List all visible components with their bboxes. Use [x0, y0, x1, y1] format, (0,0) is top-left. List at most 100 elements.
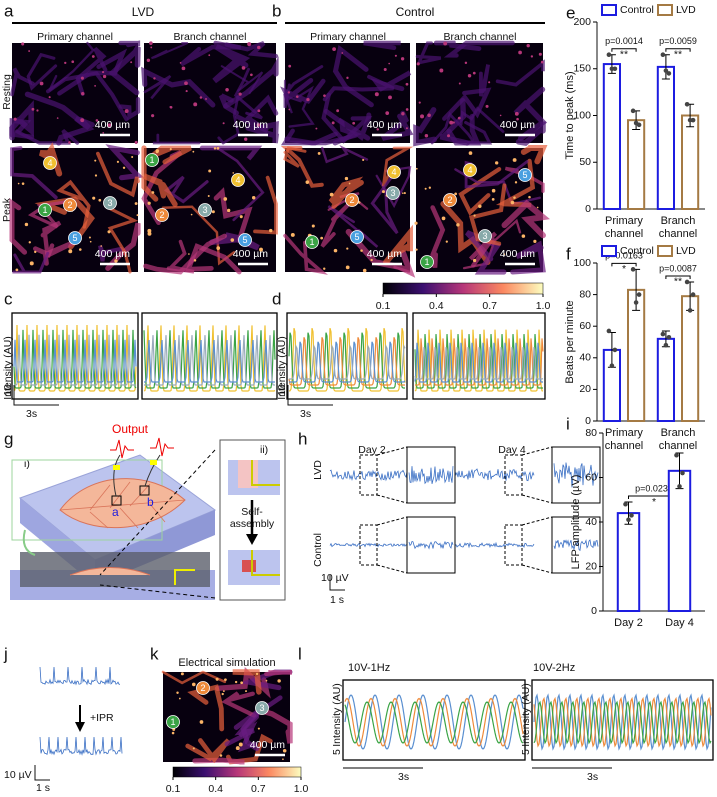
y-tick-label: 150: [573, 63, 591, 75]
speck: [15, 268, 19, 272]
scale-bar: [287, 385, 333, 406]
roi-label: 4: [235, 175, 240, 185]
vessel: [98, 245, 124, 262]
speck: [441, 216, 446, 221]
speck: [341, 52, 344, 54]
speck: [147, 228, 152, 233]
speck: [64, 61, 67, 65]
micrograph-texture: [141, 40, 280, 145]
roi-marker: [305, 235, 319, 249]
speck: [394, 54, 397, 57]
data-point: [660, 331, 666, 337]
panel-label: h: [298, 429, 307, 448]
speck: [424, 187, 427, 190]
speck: [428, 186, 431, 189]
speck: [503, 253, 506, 256]
speck: [230, 238, 235, 242]
scale-bar: [13, 385, 59, 406]
roi-marker: [478, 229, 492, 243]
speck: [447, 134, 451, 138]
speck: [315, 127, 318, 130]
vessel: [152, 133, 201, 145]
speck: [370, 258, 373, 262]
roi-marker: [38, 203, 52, 217]
bar: [616, 512, 641, 612]
speck: [269, 228, 273, 233]
speck: [181, 66, 186, 71]
roi-label: 2: [349, 195, 354, 205]
electrode: [150, 460, 157, 465]
speck: [352, 121, 356, 125]
significance: **: [674, 49, 682, 61]
legend-swatch: [657, 245, 673, 257]
speck: [184, 81, 188, 86]
row-header: Resting: [1, 74, 13, 110]
speck: [225, 88, 229, 92]
x-tick-label: Day 2: [614, 617, 643, 629]
site-label: b: [147, 495, 154, 509]
data-point: [612, 347, 618, 353]
vessel: [151, 41, 189, 60]
vessel: [161, 670, 227, 685]
trace-frame: [286, 312, 408, 400]
speck: [526, 43, 530, 48]
bar: [667, 469, 692, 613]
electrode-line: [174, 569, 195, 585]
speck: [80, 118, 85, 123]
significance: *: [622, 263, 626, 275]
signal: [39, 736, 123, 756]
speck: [221, 692, 224, 696]
roi-marker: [103, 196, 117, 210]
speck: [192, 150, 195, 153]
vessel: [141, 145, 159, 202]
legend-label: Control: [620, 245, 654, 257]
speck: [464, 61, 468, 65]
speck: [68, 249, 73, 254]
row-header: LVD: [312, 460, 324, 480]
speck: [222, 122, 225, 125]
speck: [92, 196, 96, 200]
speck: [452, 121, 455, 124]
vessel: [439, 98, 470, 146]
speck: [360, 249, 363, 252]
speck: [329, 192, 334, 197]
signal: [329, 469, 413, 482]
speck: [216, 246, 221, 250]
vessel: [454, 168, 541, 206]
panel-title: Control: [396, 5, 435, 19]
x-tick-label: Branch channel: [659, 215, 698, 240]
column-header: Day 4: [498, 444, 526, 456]
speck: [288, 108, 291, 111]
speck: [485, 104, 489, 108]
trace: [533, 700, 712, 745]
vessel: [465, 230, 507, 275]
scale-label: 1 s: [36, 782, 50, 792]
speck: [257, 45, 261, 50]
speck: [381, 190, 385, 194]
speck: [151, 114, 155, 118]
roi-label: 3: [482, 231, 487, 241]
speck: [346, 76, 349, 80]
inset-tissue: [242, 560, 256, 572]
scale-label: 400 µm: [250, 739, 285, 751]
speck: [533, 239, 537, 244]
speck: [176, 691, 179, 694]
speck: [134, 202, 138, 205]
vessel: [105, 144, 144, 181]
roi-marker: [63, 198, 77, 212]
data-point: [629, 513, 634, 518]
arrow: [22, 529, 36, 556]
panel-label: l: [298, 644, 302, 663]
vessel: [216, 146, 265, 222]
speck: [383, 67, 387, 71]
roi-marker: [255, 701, 269, 715]
speck: [332, 47, 336, 51]
speck: [478, 204, 482, 208]
speck: [211, 210, 215, 214]
vessel: [27, 199, 70, 229]
vessel: [283, 233, 329, 275]
roi-label: 1: [424, 257, 429, 267]
trace: [414, 347, 544, 380]
micrograph-texture: [280, 40, 414, 146]
roi-marker: [155, 208, 169, 222]
